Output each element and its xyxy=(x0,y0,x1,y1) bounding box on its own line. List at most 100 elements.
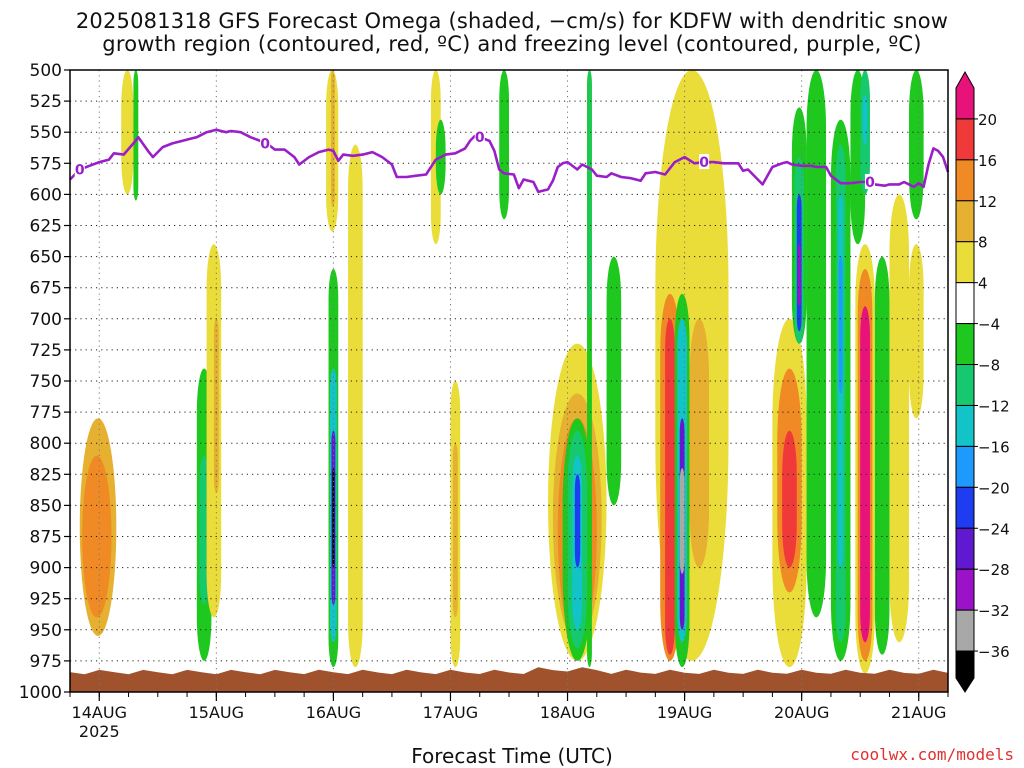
y-tick-label: 500 xyxy=(30,61,62,81)
colorbar-label: −12 xyxy=(978,397,1010,415)
x-tick-label: 21AUG xyxy=(891,703,946,722)
y-tick-label: 700 xyxy=(30,310,62,330)
freezing-level-label: 0 xyxy=(260,136,270,152)
omega-shading xyxy=(79,70,924,674)
omega-cell xyxy=(348,144,363,668)
chart-title-line2: growth region (contoured, red, ºC) and f… xyxy=(102,32,922,56)
colorbar-bin xyxy=(955,609,975,652)
grid-lines xyxy=(70,70,948,692)
colorbar-bin xyxy=(955,527,975,570)
colorbar-bin xyxy=(955,70,975,120)
freezing-level-line xyxy=(69,128,950,194)
ground-fill xyxy=(70,667,948,692)
omega-cell xyxy=(133,70,139,201)
omega-cell xyxy=(889,194,909,643)
freezing-level-label: 0 xyxy=(475,130,485,146)
colorbar-label: −20 xyxy=(978,479,1010,497)
chart-title-line1: 2025081318 GFS Forecast Omega (shaded, −… xyxy=(75,9,949,33)
colorbar-label: −24 xyxy=(978,520,1010,538)
y-tick-label: 900 xyxy=(30,559,62,579)
omega-cell xyxy=(574,474,581,568)
x-tick-label: 14AUG xyxy=(72,703,127,722)
y-tick-label: 725 xyxy=(30,341,62,361)
colorbar-bin xyxy=(955,445,975,488)
freezing-level-contour: 0 0 0 0 0 xyxy=(69,128,950,194)
colorbar-bin xyxy=(955,159,975,202)
source-credit: coolwx.com/models xyxy=(850,745,1014,764)
x-tick-sublabel: 2025 xyxy=(79,722,120,741)
colorbar-bin xyxy=(955,118,975,161)
freezing-label-bg xyxy=(699,154,710,170)
colorbar-label: −36 xyxy=(978,643,1010,661)
omega-cell xyxy=(874,256,890,655)
omega-cell xyxy=(782,430,797,568)
omega-cell xyxy=(213,318,219,493)
freezing-label-bg xyxy=(260,135,271,151)
omega-cell xyxy=(797,244,801,307)
omega-cell xyxy=(860,306,870,643)
y-tick-label: 875 xyxy=(30,528,62,548)
y-tick-label: 550 xyxy=(30,123,62,143)
colorbar-label: −8 xyxy=(978,357,1000,375)
omega-cell xyxy=(499,70,509,220)
colorbar-label: 20 xyxy=(978,111,997,129)
omega-cell xyxy=(838,256,843,394)
colorbar-bin xyxy=(955,200,975,243)
y-tick-label: 825 xyxy=(30,465,62,485)
colorbar-bin xyxy=(955,568,975,611)
y-tick-label: 575 xyxy=(30,154,62,174)
colorbar-label: 12 xyxy=(978,193,997,211)
y-tick-label: 625 xyxy=(30,217,62,237)
freezing-level-label: 0 xyxy=(865,175,875,191)
freezing-label-bg xyxy=(864,173,875,189)
colorbar-label: −32 xyxy=(978,602,1010,620)
y-tick-label: 850 xyxy=(30,496,62,516)
colorbar: 20 16 12 8 4 −4 −8 −12 −16 −20 −24 −28 −32 −36 xyxy=(955,70,1010,693)
freezing-level-label: 0 xyxy=(699,155,709,171)
colorbar-bin xyxy=(955,486,975,529)
x-tick-label: 18AUG xyxy=(540,703,595,722)
y-tick-label: 975 xyxy=(30,652,62,672)
colorbar-bin xyxy=(955,282,975,325)
colorbar-label: −16 xyxy=(978,438,1010,456)
omega-cell xyxy=(806,70,827,618)
colorbar-bin xyxy=(955,241,975,284)
colorbar-label: −28 xyxy=(978,561,1010,579)
y-tick-label: 800 xyxy=(30,434,62,454)
colorbar-label: −4 xyxy=(978,316,1000,334)
colorbar-bin xyxy=(955,650,975,693)
colorbar-bin xyxy=(955,364,975,406)
x-tick-label: 20AUG xyxy=(774,703,829,722)
omega-cell xyxy=(908,244,924,419)
colorbar-bin xyxy=(955,323,975,366)
y-tick-label: 525 xyxy=(30,92,62,112)
colorbar-label: 8 xyxy=(978,234,988,252)
x-tick-label: 17AUG xyxy=(423,703,478,722)
x-tick-label: 15AUG xyxy=(189,703,244,722)
x-tick-label: 16AUG xyxy=(306,703,361,722)
y-tick-label: 775 xyxy=(30,403,62,423)
omega-cell xyxy=(665,318,675,655)
omega-cell xyxy=(908,70,924,220)
y-tick-label: 650 xyxy=(30,248,62,268)
freezing-label-bg xyxy=(474,129,485,145)
colorbar-label: 16 xyxy=(978,152,997,170)
y-tick-label: 925 xyxy=(30,590,62,610)
colorbar-bin xyxy=(955,404,975,447)
omega-cell xyxy=(452,443,458,618)
freezing-level-label: 0 xyxy=(75,163,85,179)
omega-cell xyxy=(862,94,868,145)
axes: 500 525 550 575 600 625 650 675 700 725 750 775 800 8… xyxy=(19,61,949,741)
colorbar-label: 4 xyxy=(978,275,988,293)
omega-cell xyxy=(606,256,622,506)
y-tick-label: 950 xyxy=(30,621,62,641)
freezing-label-bg xyxy=(74,161,85,177)
y-tick-label: 600 xyxy=(30,185,62,205)
omega-cell xyxy=(679,468,685,574)
x-tick-label: 19AUG xyxy=(657,703,712,722)
y-tick-label: 675 xyxy=(30,279,62,299)
x-axis-label: Forecast Time (UTC) xyxy=(411,744,613,768)
y-tick-label: 750 xyxy=(30,372,62,392)
y-tick-label: 1000 xyxy=(19,683,62,703)
